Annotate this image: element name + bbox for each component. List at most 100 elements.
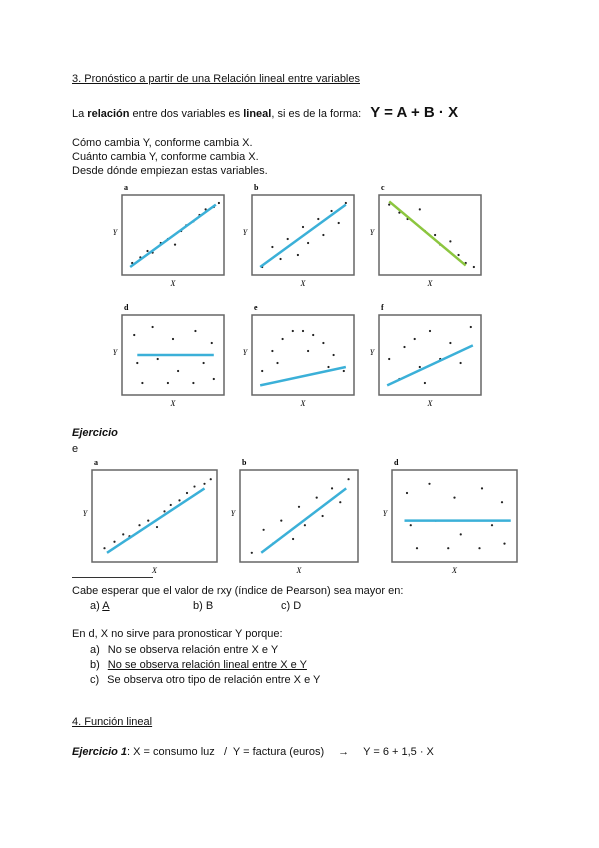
- fit-line: [260, 487, 347, 554]
- dot: [415, 547, 419, 550]
- dot: [280, 519, 283, 522]
- dot: [122, 533, 125, 536]
- option-text: A: [102, 600, 110, 612]
- option: b) B: [193, 600, 213, 612]
- x-axis-label: X: [427, 399, 434, 408]
- x-axis-label: X: [300, 399, 307, 408]
- formula: Y = 6 + 1,5 · X: [363, 746, 434, 758]
- letter: b): [193, 600, 203, 612]
- dot: [388, 203, 391, 206]
- fit-line: [259, 365, 347, 387]
- text: , si es de la forma:: [271, 108, 362, 120]
- dot: [322, 233, 325, 237]
- dot: [146, 249, 149, 253]
- dot: [322, 341, 325, 345]
- y-axis-label: Y: [243, 228, 249, 237]
- dot: [178, 499, 181, 502]
- dot: [434, 233, 437, 237]
- dot: [194, 329, 197, 333]
- section-title: 4. Función lineal: [72, 716, 152, 728]
- dot: [155, 525, 159, 529]
- dot: [457, 253, 460, 257]
- formula: Y = A + B · X: [370, 104, 459, 121]
- dot: [151, 325, 154, 329]
- dot: [296, 253, 299, 257]
- dot: [147, 519, 150, 522]
- dot: [428, 482, 431, 485]
- figure-frame: [251, 314, 355, 396]
- y-axis-label: Y: [83, 509, 89, 518]
- dot: [292, 537, 295, 541]
- x-axis-label: X: [170, 279, 177, 288]
- x-axis-label: X: [151, 566, 158, 575]
- dot: [217, 201, 220, 205]
- dot: [209, 478, 212, 481]
- title-text: 4. Función lineal: [72, 716, 153, 728]
- title-text: 3. Pronóstico a partir de una Relación l…: [72, 73, 360, 85]
- fit-line: [259, 203, 347, 269]
- dot: [418, 208, 421, 211]
- dot: [327, 365, 330, 369]
- text: lineal: [243, 108, 272, 120]
- dot: [330, 487, 334, 490]
- dot: [478, 547, 481, 550]
- dot: [469, 325, 472, 329]
- dot: [449, 341, 452, 345]
- question: En d, X no sirve para pronosticar Y porq…: [72, 628, 283, 640]
- x-axis-label: X: [427, 279, 434, 288]
- dot: [271, 245, 274, 249]
- y-axis-label: Y: [113, 348, 119, 357]
- dot: [103, 547, 106, 550]
- dot: [212, 377, 215, 381]
- figure-label: c: [381, 183, 385, 192]
- label: Ejercicio 1: [72, 746, 128, 758]
- x-axis-label: X: [170, 399, 177, 408]
- y-axis-label: Y: [383, 509, 389, 518]
- line: Desde dónde empiezan estas variables.: [72, 165, 268, 177]
- dot: [459, 533, 462, 536]
- option-text: No se observa relación lineal entre X e …: [107, 659, 307, 671]
- dot: [193, 485, 196, 488]
- dot: [317, 217, 320, 221]
- dot: [177, 369, 180, 373]
- figure-label: b: [242, 458, 247, 467]
- dot: [459, 361, 462, 365]
- letter: c): [281, 600, 291, 612]
- fit-line: [386, 344, 474, 387]
- line: Cuánto cambia Y, conforme cambia X.: [72, 151, 259, 163]
- option: c) D: [281, 600, 301, 612]
- dot: [203, 482, 206, 485]
- figure-label: f: [381, 303, 384, 312]
- dot: [332, 353, 335, 357]
- dot: [453, 496, 456, 499]
- dot: [405, 491, 409, 495]
- exercise-title: Ejercicio: [72, 427, 118, 439]
- dot: [173, 243, 177, 246]
- dot: [286, 237, 289, 241]
- question: Cabe esperar que el valor de rxy (índice…: [72, 585, 404, 597]
- dot: [480, 487, 484, 490]
- option-text: B: [205, 600, 214, 612]
- dot: [297, 505, 301, 508]
- option: b) No se observa relación lineal entre X …: [90, 659, 307, 671]
- dot: [185, 491, 189, 495]
- option-text: Se observa otro tipo de relación entre X…: [107, 674, 321, 686]
- dot: [315, 496, 318, 499]
- text: La: [72, 108, 88, 120]
- dot: [490, 524, 494, 527]
- option: a) No se observa relación entre X e Y: [90, 644, 278, 656]
- dot: [303, 524, 306, 527]
- dot: [388, 357, 391, 361]
- dot: [276, 361, 279, 365]
- dot: [136, 361, 139, 365]
- figure-frame: [239, 469, 359, 563]
- text: relación: [87, 108, 130, 120]
- dot: [261, 369, 264, 373]
- text: X = consumo luz / Y = factura (euros): [130, 746, 325, 758]
- dot: [342, 369, 345, 373]
- x-axis-label: X: [296, 566, 303, 575]
- dot: [210, 341, 213, 345]
- text: entre dos variables es: [129, 108, 244, 120]
